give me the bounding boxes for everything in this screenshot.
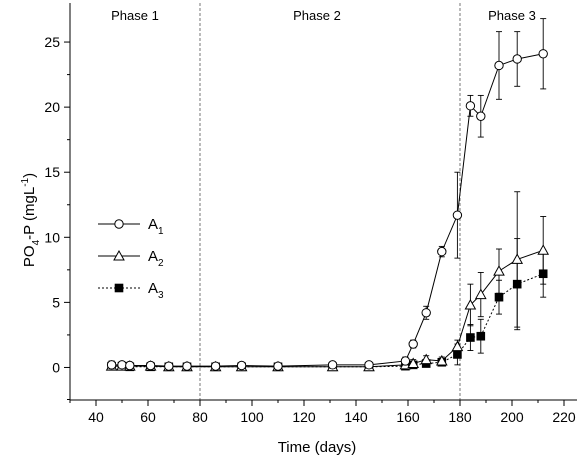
series-a1 (106, 18, 548, 371)
x-tick-label: 220 (552, 409, 576, 425)
data-point (466, 333, 475, 342)
data-series (105, 18, 550, 372)
phase-label: Phase 3 (488, 8, 536, 23)
x-tick-label: 180 (448, 409, 472, 425)
data-point (327, 360, 338, 370)
data-point (512, 54, 522, 64)
data-point (114, 219, 124, 229)
phase-dividers (199, 3, 461, 400)
legend-label: A3 (148, 280, 164, 301)
data-point (437, 246, 447, 257)
data-point (106, 360, 117, 370)
data-point (493, 265, 505, 276)
y-tick-label: 25 (44, 34, 60, 50)
data-point (273, 361, 283, 371)
x-tick-label: 160 (396, 409, 420, 425)
series-line (111, 249, 544, 368)
y-tick-label: 15 (44, 164, 60, 180)
data-point (452, 210, 463, 220)
y-tick-label: 20 (44, 99, 60, 115)
x-tick-label: 200 (500, 409, 524, 425)
data-point (537, 244, 550, 255)
data-point (474, 288, 487, 300)
data-point (117, 360, 127, 370)
data-point (476, 111, 486, 121)
data-point (408, 339, 418, 349)
data-point (125, 360, 135, 371)
axes: 0 5 10 15 20 25 40 60 80 100 120 140 160 180 200 220 (44, 3, 577, 425)
data-point (494, 292, 504, 302)
x-tick-label: 60 (140, 409, 156, 425)
legend: A1 A2 A3 (98, 216, 164, 301)
data-point (538, 49, 548, 59)
data-point (420, 353, 433, 365)
legend-label: A1 (148, 216, 164, 237)
data-point (511, 253, 524, 264)
series-a2 (105, 191, 550, 372)
data-point (400, 356, 411, 366)
data-point (113, 249, 125, 261)
legend-label: A2 (148, 248, 164, 269)
data-point (236, 360, 247, 371)
data-point (210, 361, 221, 371)
x-tick-label: 100 (240, 409, 264, 425)
phase-label: Phase 2 (293, 8, 341, 23)
data-point (494, 60, 504, 71)
phase-label: Phase 1 (111, 8, 159, 23)
x-tick-label: 40 (88, 409, 104, 425)
y-axis-label: PO4-P (mgL-1) (20, 173, 42, 267)
x-tick-label: 120 (292, 409, 316, 425)
x-axis-label: Time (days) (278, 439, 357, 456)
x-tick-label: 80 (192, 409, 208, 425)
phase-labels: Phase 1 Phase 2 Phase 3 (111, 8, 536, 23)
data-point (421, 308, 431, 318)
data-point (435, 354, 448, 366)
data-point (464, 298, 477, 310)
data-point (182, 361, 192, 371)
y-tick-label: 0 (52, 359, 60, 375)
data-point (114, 283, 124, 293)
y-tick-label: 10 (44, 229, 60, 245)
data-point (407, 357, 420, 369)
data-point (145, 360, 156, 371)
data-point (465, 101, 476, 111)
y-tick-label: 5 (52, 294, 60, 310)
data-point (476, 331, 486, 341)
data-point (451, 340, 464, 352)
x-tick-label: 140 (344, 409, 368, 425)
data-point (164, 361, 174, 371)
data-point (364, 360, 374, 370)
